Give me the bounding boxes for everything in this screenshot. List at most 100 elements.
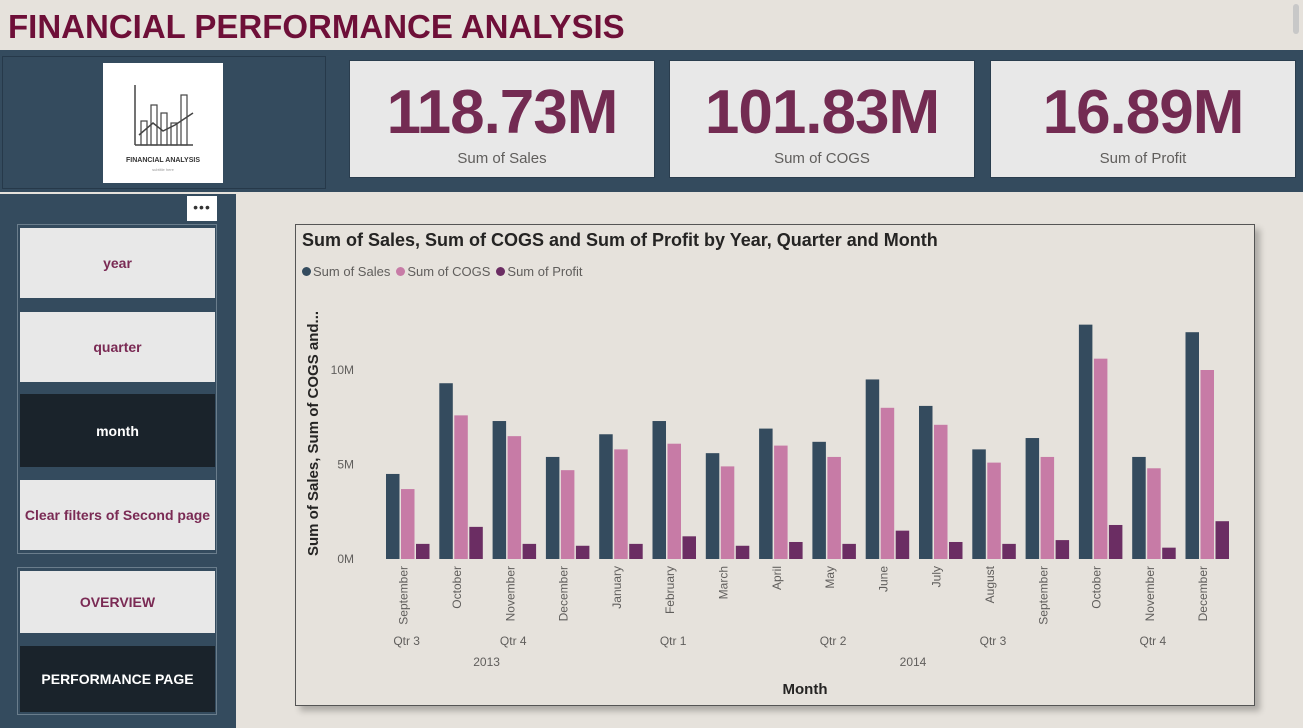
bar-sales (1078, 324, 1093, 559)
slicer-group (17, 224, 217, 554)
x-tick-label: October (450, 566, 464, 609)
legend-item-cogs[interactable]: Sum of COGS (396, 264, 490, 279)
bar-cogs (454, 415, 468, 559)
kpi-value: 118.73M (386, 78, 619, 147)
x-tick-label: September (397, 566, 411, 625)
y-tick-label: 0M (337, 552, 354, 566)
bar-profit (682, 536, 696, 559)
x-tick-label: January (610, 566, 624, 609)
legend-label: Sum of COGS (407, 264, 491, 279)
bar-cogs (1200, 370, 1214, 559)
bar-profit (1215, 521, 1229, 559)
bar-sales (599, 434, 613, 559)
bar-sales (439, 383, 453, 559)
bar-sales (705, 453, 720, 559)
bar-sales (652, 421, 666, 559)
legend-dot-cogs (396, 267, 406, 276)
bar-profit (1055, 540, 1070, 559)
kpi-label: Sum of Profit (1099, 150, 1187, 167)
bar-sales (492, 421, 507, 559)
bar-sales (545, 456, 560, 559)
kpi-value: 101.83M (704, 78, 940, 147)
bar-cogs (934, 424, 948, 559)
bar-cogs (1093, 358, 1108, 559)
bar-cogs (880, 407, 895, 559)
bar-profit (842, 543, 856, 559)
legend-item-profit[interactable]: Sum of Profit (496, 264, 583, 279)
bar-profit (629, 543, 643, 559)
bar-cogs (401, 489, 415, 559)
x-tick-label: April (770, 566, 784, 590)
x-tick-label: August (983, 565, 997, 603)
y-tick-label: 5M (337, 458, 354, 472)
x-tick-label: December (1196, 566, 1210, 621)
year-button[interactable]: year (20, 228, 215, 298)
bar-cogs (827, 456, 841, 559)
bar-profit (575, 545, 590, 559)
bar-cogs (987, 462, 1001, 559)
bar-profit (416, 543, 430, 559)
chart-logo-icon (134, 85, 194, 146)
bar-profit (522, 543, 537, 559)
more-options-icon[interactable]: ••• (187, 196, 217, 221)
bar-profit (1002, 543, 1016, 559)
logo-title: FINANCIAL ANALYSIS (125, 157, 201, 164)
legend-label: Sum of Sales (313, 264, 391, 279)
legend-item-sales[interactable]: Sum of Sales (302, 264, 390, 279)
bar-sales (972, 449, 986, 559)
logo-subtitle: subtitle here (152, 167, 174, 172)
x-tick-label: November (503, 566, 517, 621)
quarter-label: Qtr 3 (393, 634, 420, 648)
bar-sales (386, 473, 400, 559)
bar-sales (1185, 332, 1199, 559)
x-tick-label: December (557, 566, 571, 621)
bar-sales (759, 428, 773, 559)
page-title: FINANCIAL PERFORMANCE ANALYSIS (8, 8, 625, 45)
kpi-label: Sum of Sales (457, 150, 547, 167)
bar-cogs (1147, 468, 1161, 559)
bar-cogs (720, 466, 735, 559)
x-tick-label: June (876, 566, 890, 592)
bar-profit (895, 530, 910, 559)
bar-profit (789, 541, 803, 559)
year-label: 2014 (900, 655, 927, 669)
bar-cogs (774, 445, 788, 559)
bar-cogs (1040, 456, 1055, 559)
quarter-label: Qtr 2 (820, 634, 847, 648)
quarter-label: Qtr 1 (660, 634, 687, 648)
bar-cogs (560, 470, 575, 559)
bar-sales (812, 441, 826, 559)
x-tick-label: July (930, 566, 944, 587)
bar-sales (919, 405, 933, 559)
bar-profit (1108, 524, 1123, 559)
x-tick-label: October (1090, 566, 1104, 609)
bar-profit (949, 541, 963, 559)
quarter-label: Qtr 4 (1140, 634, 1167, 648)
performance-page-button[interactable]: PERFORMANCE PAGE (20, 646, 215, 712)
quarter-label: Qtr 3 (980, 634, 1007, 648)
scrollbar[interactable] (1293, 4, 1299, 34)
overview-button[interactable]: OVERVIEW (20, 571, 215, 633)
bar-cogs (614, 449, 628, 559)
quarter-label: Qtr 4 (500, 634, 527, 648)
kpi-value: 16.89M (1042, 78, 1245, 147)
x-tick-label: May (823, 566, 837, 589)
chart-legend: Sum of Sales Sum of COGS Sum of Profit (302, 264, 583, 279)
bar-sales (865, 379, 880, 559)
legend-dot-profit (496, 267, 506, 276)
legend-label: Sum of Profit (507, 264, 583, 279)
chart-title: Sum of Sales, Sum of COGS and Sum of Pro… (302, 230, 938, 250)
quarter-button[interactable]: quarter (20, 312, 215, 382)
x-tick-label: February (663, 566, 677, 614)
x-tick-label: September (1036, 566, 1050, 625)
bar-profit (735, 545, 750, 559)
y-tick-label: 10M (331, 363, 354, 377)
x-tick-label: March (716, 566, 730, 599)
kpi-card-sales: 118.73M Sum of Sales (349, 60, 655, 178)
legend-dot-sales (302, 267, 311, 276)
clear-filters-button[interactable]: Clear filters of Second page (20, 480, 215, 550)
month-button[interactable]: month (20, 394, 215, 467)
year-label: 2013 (473, 655, 500, 669)
bar-sales (1132, 456, 1146, 559)
